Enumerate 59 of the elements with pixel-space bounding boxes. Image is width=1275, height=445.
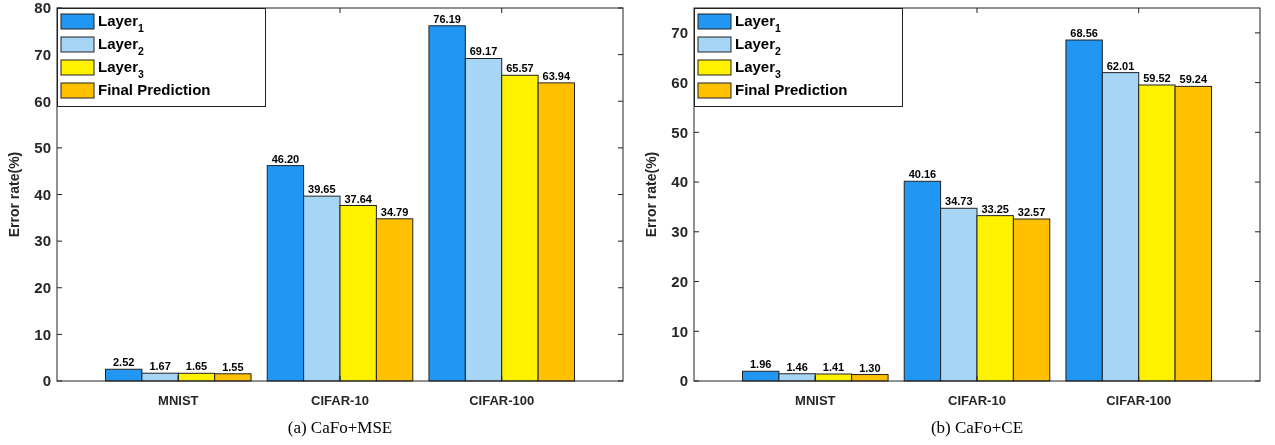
y-tick-label: 10 (34, 325, 51, 343)
text: 40.16 (908, 168, 937, 181)
legend-label: Layer$_{1}$ (98, 12, 145, 34)
y-tick-label: 10 (671, 322, 688, 340)
y-tick-label: 20 (671, 272, 688, 290)
y-tick-label: 80 (34, 0, 51, 17)
text: 34.73 (945, 195, 973, 208)
text: 69.17 (469, 45, 498, 58)
text: 1.67 (149, 360, 171, 373)
legend-label: Layer$_{3}$ (735, 58, 782, 80)
text: 34.79 (380, 205, 409, 218)
y-tick-label: 30 (34, 232, 51, 250)
text: 1.41 (822, 360, 845, 373)
text: 37.64 (344, 192, 372, 205)
text: 63.94 (542, 69, 571, 82)
y-tick-label: 20 (34, 279, 51, 296)
text: 33.25 (981, 202, 1009, 215)
text: 32.57 (1017, 206, 1046, 219)
y-axis-title: Error rate(%) (6, 151, 22, 238)
text: 46.20 (271, 152, 300, 165)
y-tick-label: 70 (34, 45, 51, 63)
legend-label: Layer$_{1}$ (735, 12, 782, 34)
text: 1.46 (786, 360, 808, 373)
y-tick-label: 60 (671, 73, 688, 91)
x-tick-label: CIFAR-10 (311, 393, 369, 408)
y-tick-label: 70 (671, 24, 688, 42)
text: 59.52 (1143, 71, 1171, 84)
y-tick-label: 40 (34, 185, 51, 203)
legend-label: Layer$_{2}$ (98, 35, 145, 57)
legend-label: Final Prediction (735, 81, 848, 98)
text: 1.65 (185, 360, 208, 373)
x-tick-label: MNIST (158, 393, 199, 408)
legend-label: Layer$_{2}$ (735, 35, 782, 57)
x-tick-label: CIFAR-10 (948, 393, 1006, 408)
text: 2.52 (113, 356, 135, 369)
x-tick-label: CIFAR-100 (1106, 393, 1172, 408)
y-tick-label: 0 (42, 372, 51, 390)
y-tick-label: 50 (34, 139, 51, 157)
text: 62.01 (1106, 59, 1135, 72)
y-tick-label: 0 (679, 372, 688, 390)
x-tick-label: MNIST (795, 393, 836, 408)
text: (b) CaFo+CE (930, 418, 1024, 437)
legend-label: Layer$_{3}$ (98, 58, 145, 80)
text: 68.56 (1070, 27, 1098, 40)
text: 59.24 (1179, 73, 1208, 86)
y-axis-title: Error rate(%) (643, 151, 659, 238)
text: 1.30 (859, 361, 881, 374)
text: 39.65 (308, 183, 336, 196)
y-tick-label: 40 (671, 173, 688, 191)
y-tick-label: 50 (671, 123, 688, 141)
y-tick-label: 60 (34, 92, 51, 110)
legend-label: Final Prediction (98, 81, 211, 98)
x-tick-label: CIFAR-100 (469, 393, 535, 408)
text: 1.55 (222, 360, 244, 373)
y-tick-label: 30 (671, 223, 688, 241)
text: 76.19 (433, 12, 461, 25)
text: (a) CaFo+MSE (287, 418, 393, 437)
text: 65.57 (506, 62, 534, 75)
text: 1.96 (750, 358, 772, 371)
